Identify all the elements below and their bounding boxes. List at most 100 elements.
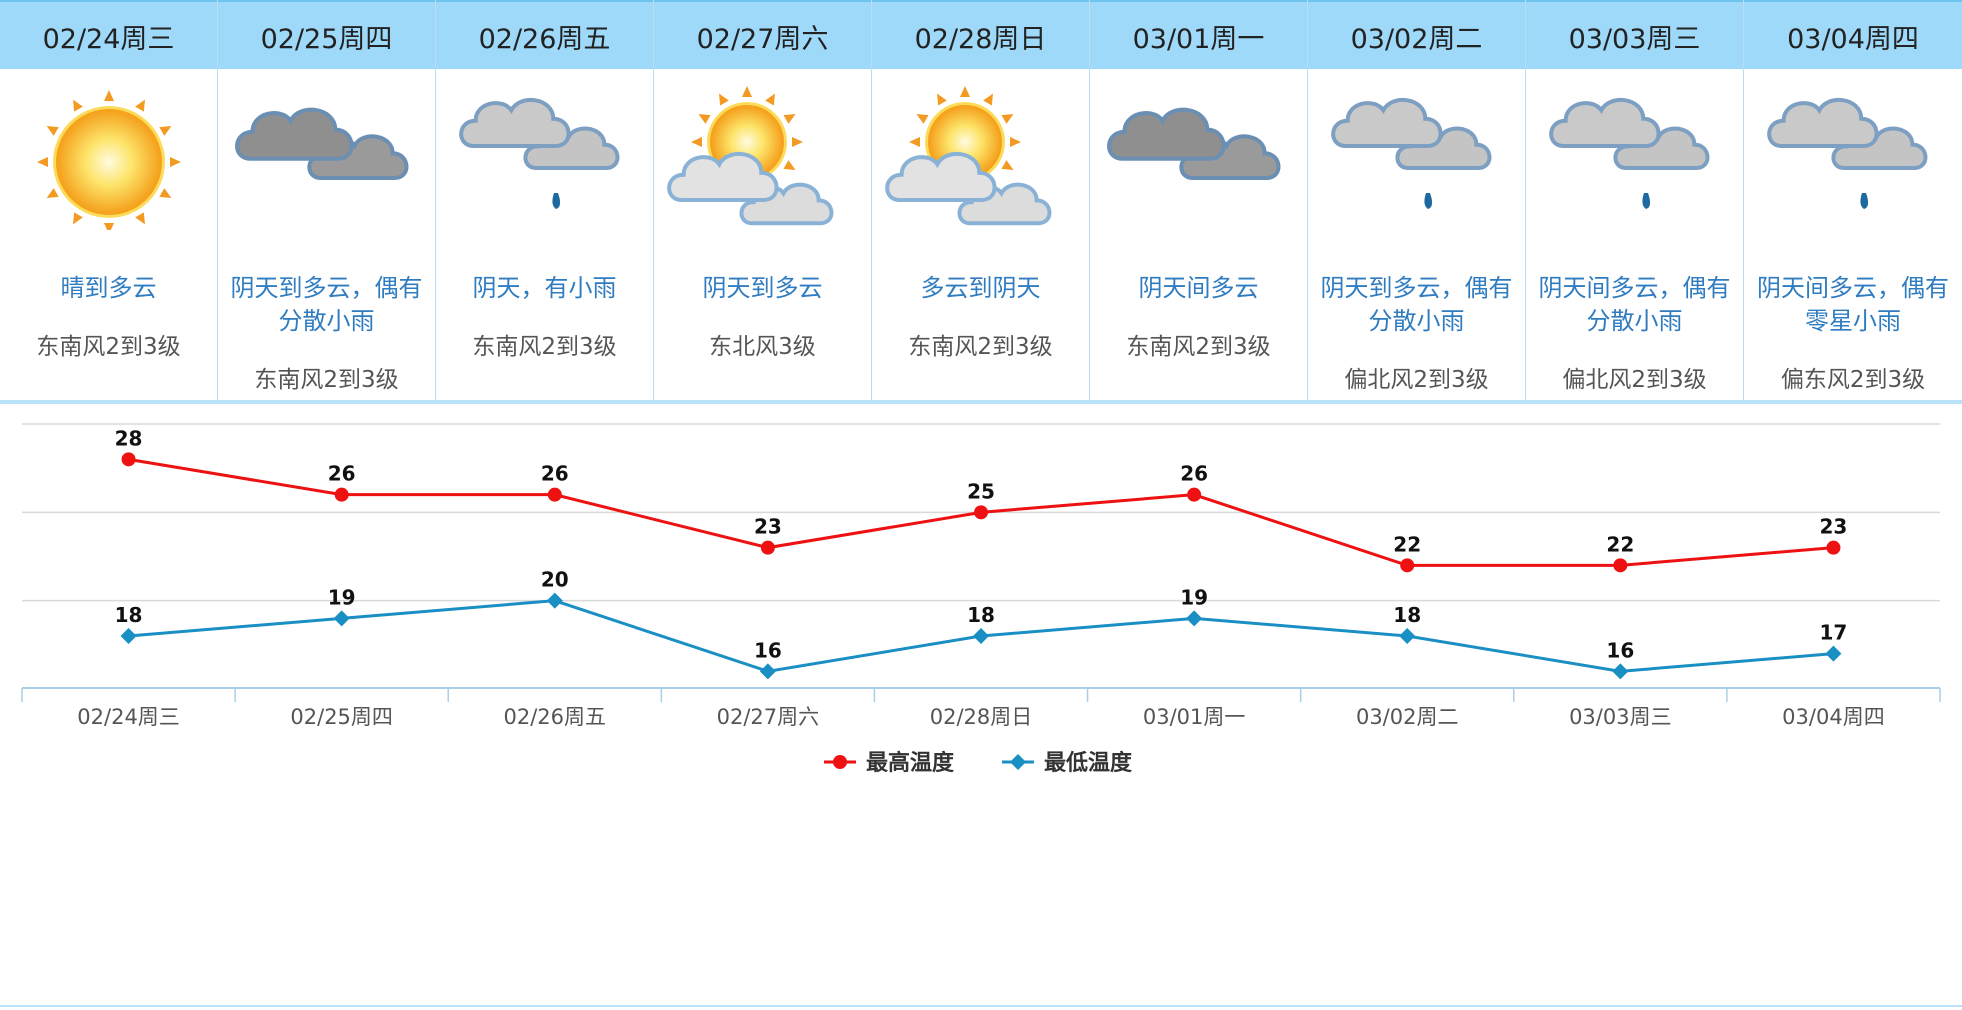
data-label: 16 <box>1606 638 1634 662</box>
forecast-card: 02/25周四 阴天到多云，偶有分散小雨东南风2到3级 <box>218 0 436 400</box>
forecast-date: 02/24周三 <box>0 2 217 69</box>
weather-icon <box>872 80 1089 230</box>
x-tick-label: 02/27周六 <box>717 705 820 729</box>
legend-label: 最低温度 <box>1044 750 1133 776</box>
data-label: 26 <box>541 462 569 486</box>
forecast-date: 02/26周五 <box>436 2 653 69</box>
x-tick-label: 02/25周四 <box>290 705 393 729</box>
data-point <box>546 592 563 609</box>
wind-text: 偏东风2到3级 <box>1780 367 1926 393</box>
partly-cloudy-icon <box>666 86 833 226</box>
weather-description: 多云到阴天 <box>920 274 1041 302</box>
data-label: 18 <box>967 603 995 627</box>
overcast-icon <box>234 107 408 180</box>
forecast-card: 02/27周六 阴天到多云东北风3级 <box>654 0 872 400</box>
x-tick-label: 03/02周二 <box>1356 705 1459 729</box>
weather-description: 晴到多云 <box>60 274 157 302</box>
data-point <box>1612 663 1629 680</box>
forecast-card: 03/01周一 阴天间多云东南风2到3级 <box>1090 0 1308 400</box>
data-point <box>973 628 989 644</box>
weather-icon <box>1744 80 1962 230</box>
forecast-cards: 02/24周三 晴到多云 东南风2到3级 02/25周四 阴天到多云，偶有分散小雨东… <box>0 0 1962 404</box>
weather-icon <box>654 80 871 230</box>
weather-description: 阴天间多云，偶有分散小雨 <box>1538 274 1731 335</box>
weather-icon <box>0 80 217 230</box>
forecast-date: 02/25周四 <box>218 2 435 69</box>
data-point <box>1186 610 1203 627</box>
data-point <box>1399 628 1416 644</box>
wind-text: 东南风2到3级 <box>254 367 399 393</box>
wind-text: 东南风2到3级 <box>472 334 617 360</box>
data-point <box>547 487 562 502</box>
data-label: 18 <box>115 603 143 627</box>
data-point <box>1613 558 1628 573</box>
forecast-date: 03/04周四 <box>1744 2 1962 69</box>
forecast-date: 02/27周六 <box>654 2 871 69</box>
forecast-card: 02/28周日 多云到阴天 东南风2到3级 <box>872 0 1090 400</box>
forecast-card: 02/24周三 晴到多云东南风2到3级 <box>0 0 218 400</box>
wind-text: 东北风3级 <box>709 334 816 360</box>
legend-marker <box>1010 754 1026 770</box>
weather-description: 阴天，有小雨 <box>472 274 617 302</box>
top-border <box>0 0 1962 3</box>
weather-description: 阴天到多云，偶有分散小雨 <box>230 274 423 335</box>
data-label: 28 <box>115 426 143 450</box>
weather-icon <box>1308 80 1525 230</box>
data-label: 20 <box>541 568 569 592</box>
x-tick-label: 03/03周三 <box>1569 705 1672 729</box>
weather-icon <box>218 80 435 230</box>
bottom-divider <box>0 1005 1962 1007</box>
weather-description: 阴天到多云，偶有分散小雨 <box>1320 274 1513 335</box>
temperature-chart-svg: 02/24周三 02/25周四 02/26周五 02/27周六 02/28周日 03/01… <box>21 423 1941 776</box>
forecast-date: 03/01周一 <box>1090 2 1307 69</box>
wind-text: 偏北风2到3级 <box>1344 367 1489 393</box>
sunny-icon <box>36 90 181 230</box>
data-label: 26 <box>1180 462 1208 486</box>
light-rain-icon <box>1548 97 1709 209</box>
data-label: 22 <box>1393 532 1421 556</box>
light-rain-icon <box>1330 97 1491 209</box>
forecast-date: 03/02周二 <box>1308 2 1525 69</box>
light-rain-icon <box>458 97 619 209</box>
data-point <box>1826 540 1841 555</box>
wind-text: 东南风2到3级 <box>36 334 181 360</box>
overcast-icon <box>1106 107 1280 180</box>
wind-text: 东南风2到3级 <box>1126 334 1271 360</box>
forecast-date: 03/03周三 <box>1526 2 1743 69</box>
data-label: 23 <box>754 515 782 539</box>
data-point <box>759 663 776 680</box>
divider <box>0 400 1962 404</box>
forecast-card: 03/04周四 阴天间多云，偶有零星小雨偏东风2到3级 <box>1744 0 1962 400</box>
light-rain-icon <box>1767 97 1928 209</box>
data-label: 22 <box>1606 532 1634 556</box>
data-label: 17 <box>1820 621 1848 645</box>
x-tick-label: 02/28周日 <box>930 705 1033 729</box>
weather-icon <box>436 80 653 230</box>
data-point <box>121 452 136 467</box>
legend-label: 最高温度 <box>866 750 955 776</box>
data-point <box>1825 645 1842 662</box>
forecast-date: 02/28周日 <box>872 2 1089 69</box>
weather-description: 阴天到多云 <box>702 274 823 302</box>
weather-description: 阴天间多云 <box>1138 274 1259 302</box>
partly-cloudy-icon <box>884 86 1051 226</box>
forecast-card: 03/02周二 阴天到多云，偶有分散小雨偏北风2到3级 <box>1308 0 1526 400</box>
data-point <box>334 487 349 502</box>
x-tick-label: 02/26周五 <box>504 705 607 729</box>
weather-description: 阴天间多云，偶有零星小雨 <box>1757 274 1949 335</box>
data-label: 18 <box>1393 603 1421 627</box>
x-tick-label: 03/01周一 <box>1143 705 1246 729</box>
temperature-chart: 02/24周三 02/25周四 02/26周五 02/27周六 02/28周日 03/01… <box>0 404 1962 1004</box>
x-tick-label: 02/24周三 <box>77 705 180 729</box>
legend-marker <box>833 755 847 769</box>
data-label: 26 <box>328 462 356 486</box>
weather-icon <box>1090 80 1307 230</box>
wind-text: 偏北风2到3级 <box>1562 367 1707 393</box>
weather-icon <box>1526 80 1743 230</box>
data-label: 23 <box>1820 515 1848 539</box>
data-label: 25 <box>967 479 995 503</box>
data-point <box>1187 487 1202 502</box>
x-tick-label: 03/04周四 <box>1782 705 1885 729</box>
data-label: 19 <box>328 585 356 609</box>
forecast-card: 03/03周三 阴天间多云，偶有分散小雨偏北风2到3级 <box>1526 0 1744 400</box>
